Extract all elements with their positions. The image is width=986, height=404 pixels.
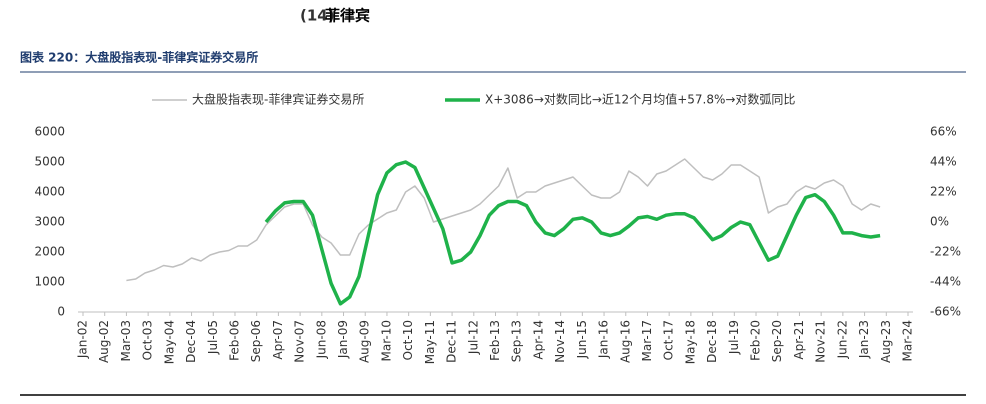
x-tick-label: Jul-05 bbox=[206, 320, 220, 355]
y-tick-label: 3000 bbox=[34, 215, 65, 229]
y-tick-label: 5000 bbox=[34, 155, 65, 169]
x-tick-label: Aug-09 bbox=[358, 320, 372, 363]
x-tick-label: Apr-21 bbox=[792, 320, 806, 360]
y2-tick-label: 44% bbox=[930, 155, 957, 169]
series-line bbox=[126, 158, 881, 282]
x-tick-label: Mar-17 bbox=[640, 320, 654, 361]
series-line bbox=[264, 160, 881, 306]
x-tick-label: Nov-07 bbox=[293, 320, 307, 363]
x-tick-label: Jul-19 bbox=[727, 320, 741, 355]
x-tick-label: May-18 bbox=[683, 320, 697, 364]
x-tick-label: Apr-14 bbox=[531, 320, 545, 360]
x-tick-label: Jan-23 bbox=[857, 320, 871, 359]
x-tick-label: Apr-07 bbox=[271, 320, 285, 360]
x-tick-label: Jan-02 bbox=[76, 320, 90, 359]
x-tick-label: Jun-15 bbox=[575, 320, 589, 359]
x-tick-label: Sep-06 bbox=[249, 320, 263, 362]
x-tick-label: Dec-18 bbox=[705, 320, 719, 363]
y-tick-label: 6000 bbox=[34, 125, 65, 139]
x-tick-label: Jan-16 bbox=[597, 320, 611, 359]
y2-tick-label: 66% bbox=[930, 125, 957, 139]
x-tick-label: May-11 bbox=[423, 320, 437, 364]
x-tick-label: Oct-17 bbox=[662, 320, 676, 360]
x-tick-label: Mar-03 bbox=[119, 320, 133, 361]
x-tick-label: Nov-21 bbox=[814, 320, 828, 363]
x-tick-label: Sep-13 bbox=[510, 320, 524, 362]
y2-tick-label: -22% bbox=[930, 245, 961, 259]
y2-tick-label: -44% bbox=[930, 275, 961, 289]
y-tick-label: 2000 bbox=[34, 245, 65, 259]
x-tick-label: Jun-08 bbox=[314, 320, 328, 359]
x-tick-label: Feb-13 bbox=[488, 320, 502, 361]
x-tick-label: Oct-10 bbox=[401, 320, 415, 360]
x-tick-label: Mar-10 bbox=[379, 320, 393, 361]
x-tick-label: Nov-14 bbox=[553, 320, 567, 363]
x-tick-label: Aug-02 bbox=[97, 320, 111, 363]
legend-label: 大盘股指表现-菲律宾证券交易所 bbox=[192, 92, 364, 107]
section-title: 菲律宾 bbox=[325, 7, 370, 25]
x-tick-label: Mar-24 bbox=[901, 320, 915, 361]
y2-tick-label: -66% bbox=[930, 305, 961, 319]
y-tick-label: 4000 bbox=[34, 185, 65, 199]
x-tick-label: Jun-22 bbox=[835, 320, 849, 359]
x-tick-label: Dec-11 bbox=[445, 320, 459, 363]
x-tick-label: Feb-06 bbox=[227, 320, 241, 361]
x-tick-label: Jul-12 bbox=[466, 320, 480, 355]
y-tick-label: 0 bbox=[57, 305, 65, 319]
x-tick-label: Aug-23 bbox=[879, 320, 893, 363]
x-tick-label: Dec-04 bbox=[184, 320, 198, 363]
y-tick-label: 1000 bbox=[34, 275, 65, 289]
section-number: (14) bbox=[300, 7, 335, 25]
y2-tick-label: 22% bbox=[930, 185, 957, 199]
y2-tick-label: 0% bbox=[930, 215, 949, 229]
legend-label: X+3086→对数同比→近12个月均值+57.8%→对数弧同比 bbox=[485, 92, 795, 107]
x-tick-label: Jan-09 bbox=[336, 320, 350, 359]
x-tick-label: Oct-03 bbox=[141, 320, 155, 360]
figure-caption: 图表 220：大盘股指表现-菲律宾证券交易所 bbox=[20, 50, 258, 65]
x-tick-label: May-04 bbox=[162, 320, 176, 364]
x-tick-label: Feb-20 bbox=[749, 320, 763, 361]
x-tick-label: Aug-16 bbox=[618, 320, 632, 363]
x-tick-label: Sep-20 bbox=[770, 320, 784, 362]
